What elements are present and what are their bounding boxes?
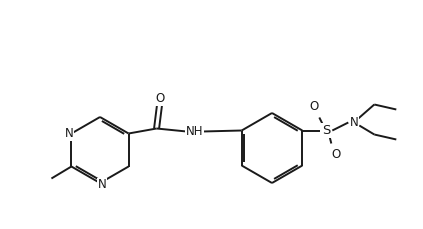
Text: NH: NH (186, 125, 203, 138)
Text: N: N (98, 178, 106, 191)
Text: O: O (332, 148, 341, 161)
Text: S: S (322, 124, 330, 137)
Text: N: N (350, 116, 359, 129)
Text: O: O (155, 92, 164, 105)
Text: N: N (65, 127, 74, 140)
Text: O: O (310, 100, 319, 113)
